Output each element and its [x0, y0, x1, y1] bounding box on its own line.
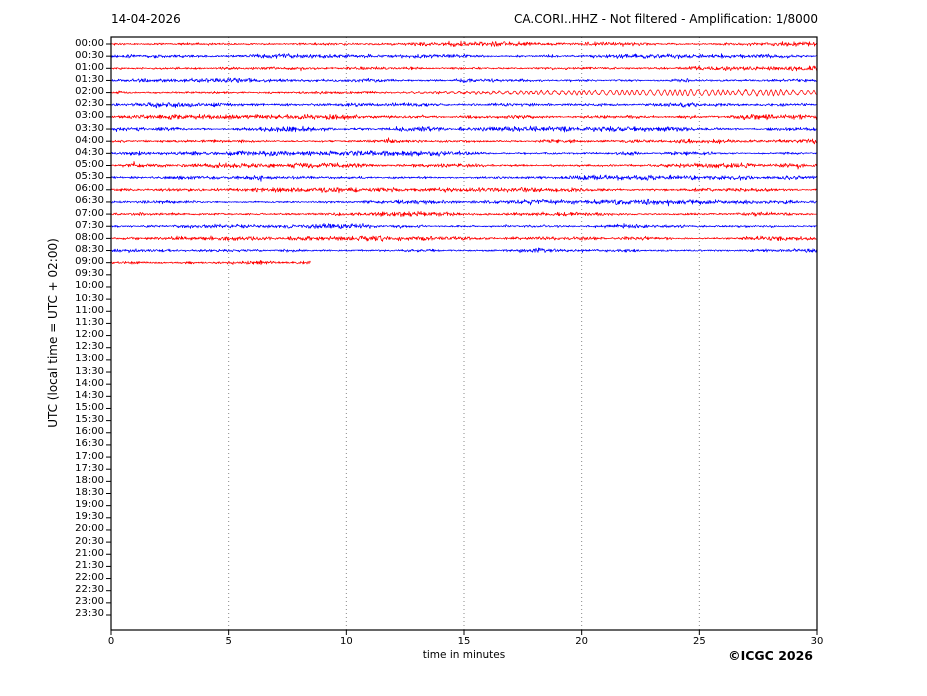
y-tick-label: 18:30	[75, 487, 104, 498]
seismic-trace-0830	[111, 247, 817, 254]
seismic-trace-0630	[111, 198, 817, 207]
y-tick-label: 17:30	[75, 462, 104, 474]
y-tick-label: 00:00	[75, 37, 104, 49]
y-tick-label: 13:00	[75, 353, 104, 365]
seismic-trace-0100	[111, 65, 817, 72]
y-tick-label: 21:30	[75, 559, 104, 571]
y-tick-label: 17:00	[75, 450, 104, 462]
y-tick-label: 09:00	[75, 256, 104, 268]
y-tick-label: 03:00	[75, 110, 104, 122]
y-tick-label: 15:00	[75, 401, 104, 413]
y-tick-label: 20:30	[75, 535, 104, 547]
y-tick-label: 20:00	[75, 523, 104, 535]
y-tick-label: 23:30	[75, 608, 104, 620]
y-tick-label: 12:30	[75, 341, 104, 353]
x-tick-label: 0	[107, 636, 115, 647]
seismic-trace-0800	[111, 235, 817, 242]
y-tick-label: 16:30	[75, 438, 104, 450]
x-tick-label: 10	[339, 636, 353, 647]
seismic-trace-0900	[111, 260, 311, 266]
copyright: ©ICGC 2026	[728, 648, 813, 663]
x-axis-title: time in minutes	[422, 649, 506, 661]
y-tick-label: 11:30	[75, 316, 104, 328]
y-tick-label: 03:30	[75, 122, 104, 134]
y-tick-label: 18:00	[75, 474, 104, 486]
y-tick-label: 00:30	[75, 49, 104, 61]
y-tick-label: 10:30	[75, 292, 104, 304]
y-tick-label: 05:00	[75, 158, 104, 170]
seismic-trace-0500	[111, 161, 817, 170]
y-tick-label: 14:00	[75, 377, 104, 389]
y-tick-label: 08:00	[75, 231, 104, 243]
y-tick-label: 19:30	[75, 511, 104, 523]
y-tick-label: 12:00	[75, 329, 104, 341]
seismic-trace-0430	[111, 150, 817, 157]
seismic-trace-0700	[111, 210, 817, 218]
y-tick-label: 15:30	[75, 414, 104, 426]
y-tick-label: 02:00	[75, 86, 104, 98]
y-tick-label: 23:00	[75, 596, 104, 608]
y-tick-label: 06:30	[75, 195, 104, 207]
y-tick-label: 02:30	[75, 98, 104, 110]
plot-frame	[110, 36, 818, 631]
y-tick-label: 04:30	[75, 146, 104, 158]
y-tick-label: 07:00	[75, 207, 104, 219]
y-tick-label: 14:30	[75, 389, 104, 401]
y-tick-label: 07:30	[75, 219, 104, 231]
y-tick-label: 22:00	[75, 572, 104, 584]
y-tick-label: 10:00	[75, 280, 104, 292]
x-tick-label: 30	[810, 636, 824, 647]
seismic-trace-0000	[111, 40, 817, 47]
y-tick-label: 01:30	[75, 73, 104, 85]
y-tick-label: 04:00	[75, 134, 104, 146]
seismic-trace-0330	[111, 125, 817, 133]
seismic-trace-0030	[111, 53, 817, 60]
y-tick-label: 13:30	[75, 365, 104, 377]
station-title: CA.CORI..HHZ - Not filtered - Amplificat…	[514, 12, 818, 26]
y-tick-label: 19:00	[75, 499, 104, 511]
x-tick-label: 20	[575, 636, 589, 647]
y-tick-label: 16:00	[75, 426, 104, 438]
y-tick-label: 08:30	[75, 244, 104, 256]
date-title: 14-04-2026	[111, 12, 181, 26]
seismic-trace-0530	[111, 174, 817, 182]
y-tick-label: 21:00	[75, 547, 104, 559]
x-tick-label: 15	[457, 636, 471, 647]
y-tick-label: 06:00	[75, 183, 104, 195]
seismic-trace-0200	[111, 88, 817, 97]
seismic-trace-0300	[111, 113, 817, 121]
seismic-trace-0400	[111, 137, 817, 145]
y-tick-label: 01:00	[75, 61, 104, 73]
y-tick-label: 09:30	[75, 268, 104, 280]
y-tick-label: 22:30	[75, 584, 104, 596]
seismic-trace-0730	[111, 223, 817, 230]
seismic-trace-0600	[111, 187, 817, 194]
x-tick-label: 5	[225, 636, 232, 647]
y-tick-label: 11:00	[75, 304, 104, 316]
seismic-trace-0230	[111, 102, 817, 109]
y-tick-label: 05:30	[75, 171, 104, 183]
seismic-trace-0130	[111, 77, 817, 84]
x-tick-label: 25	[692, 636, 706, 647]
